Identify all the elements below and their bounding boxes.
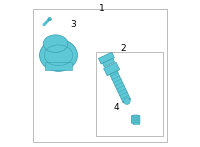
Text: 3: 3 bbox=[70, 20, 76, 29]
FancyBboxPatch shape bbox=[45, 62, 72, 70]
Polygon shape bbox=[110, 71, 131, 103]
FancyBboxPatch shape bbox=[131, 116, 140, 123]
Ellipse shape bbox=[132, 115, 139, 117]
Ellipse shape bbox=[43, 35, 68, 52]
Polygon shape bbox=[98, 52, 114, 64]
Polygon shape bbox=[103, 58, 115, 67]
Ellipse shape bbox=[40, 39, 77, 71]
Bar bbox=[96, 52, 163, 136]
Text: 4: 4 bbox=[114, 103, 119, 112]
Ellipse shape bbox=[48, 17, 51, 21]
Text: 1: 1 bbox=[99, 4, 104, 13]
Polygon shape bbox=[104, 62, 120, 76]
Text: 2: 2 bbox=[120, 44, 126, 53]
Circle shape bbox=[124, 98, 130, 104]
FancyBboxPatch shape bbox=[133, 122, 139, 124]
